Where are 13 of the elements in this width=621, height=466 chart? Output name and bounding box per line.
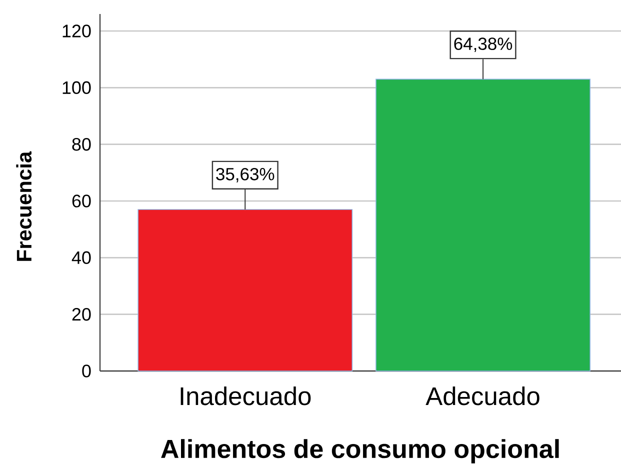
x-tick-label: Inadecuado	[180, 386, 311, 406]
y-tick-label: 120	[62, 24, 91, 38]
y-tick-label: 100	[62, 81, 91, 94]
y-tick-label: 60	[72, 194, 91, 208]
y-axis-title: Frecuencia	[16, 151, 32, 261]
x-axis-title: Alimentos de consumo opcional	[161, 439, 559, 464]
y-tick-label: 20	[72, 308, 91, 321]
annotation: 35,63%	[216, 168, 274, 182]
annotation: 64,38%	[454, 38, 512, 52]
y-tick-label: 40	[72, 251, 91, 264]
x-tick-label: Adecuado	[426, 386, 540, 406]
y-tick-label: 0	[82, 364, 91, 378]
y-tick-label: 80	[72, 138, 91, 151]
